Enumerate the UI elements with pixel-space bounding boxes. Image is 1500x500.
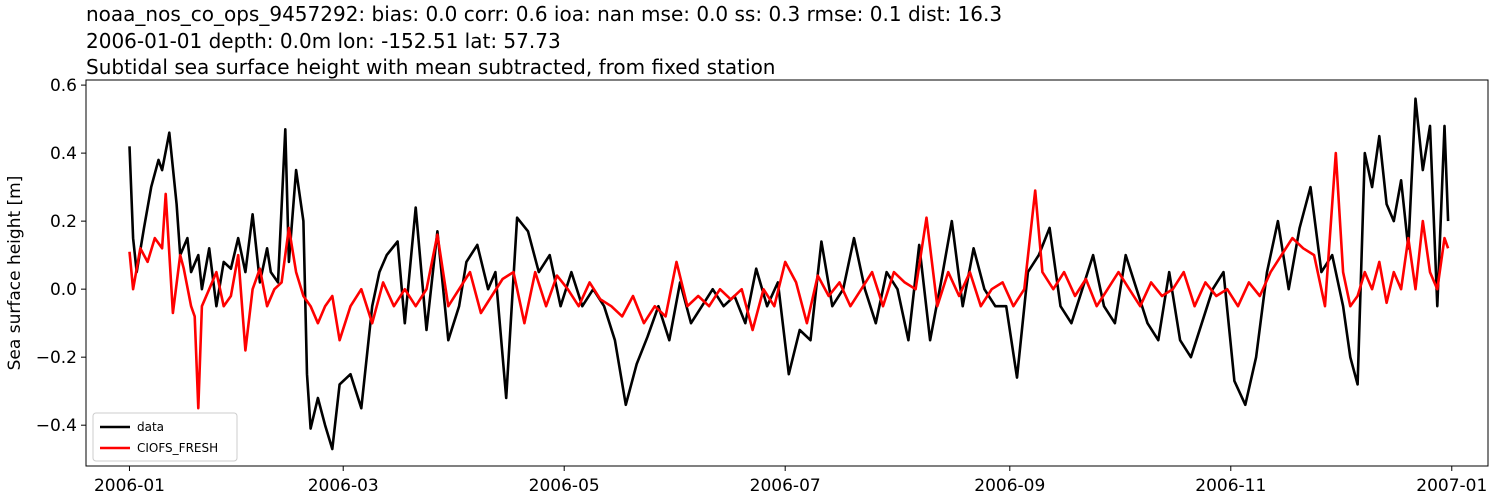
x-axis: 2006-01 2006-03 2006-05 2006-07 2006-09 2006-… <box>94 466 1487 496</box>
y-tick-label: −0.2 <box>36 348 77 368</box>
x-tick-label: 2006-07 <box>750 476 821 496</box>
plot-area <box>128 97 1450 451</box>
x-tick-label: 2006-11 <box>1195 476 1266 496</box>
y-tick-label: 0.0 <box>50 280 77 300</box>
y-tick-label: 0.2 <box>50 212 77 232</box>
series-line-ciofs-fresh <box>128 151 1450 410</box>
series-line-data <box>128 97 1450 451</box>
y-tick-label: −0.4 <box>36 416 77 436</box>
chart-title-line-2: 2006-01-01 depth: 0.0m lon: -152.51 lat:… <box>86 29 561 53</box>
x-tick-label: 2006-09 <box>974 476 1045 496</box>
x-tick-label: 2006-05 <box>529 476 600 496</box>
chart-title-line-3: Subtidal sea surface height with mean su… <box>86 55 776 79</box>
y-axis: −0.4 −0.2 0.0 0.2 0.4 0.6 <box>36 76 86 436</box>
axes-frame <box>85 79 1489 467</box>
y-tick-label: 0.6 <box>50 76 77 96</box>
legend-label: data <box>137 420 164 434</box>
legend-label: CIOFS_FRESH <box>137 441 218 455</box>
chart-title-line-1: noaa_nos_co_ops_9457292: bias: 0.0 corr:… <box>86 2 1003 26</box>
legend: data CIOFS_FRESH <box>92 412 238 462</box>
x-tick-label: 2006-03 <box>308 476 379 496</box>
y-tick-label: 0.4 <box>50 144 77 164</box>
y-axis-label: Sea surface height [m] <box>5 176 25 371</box>
x-tick-label: 2007-01 <box>1416 476 1487 496</box>
x-tick-label: 2006-01 <box>94 476 165 496</box>
